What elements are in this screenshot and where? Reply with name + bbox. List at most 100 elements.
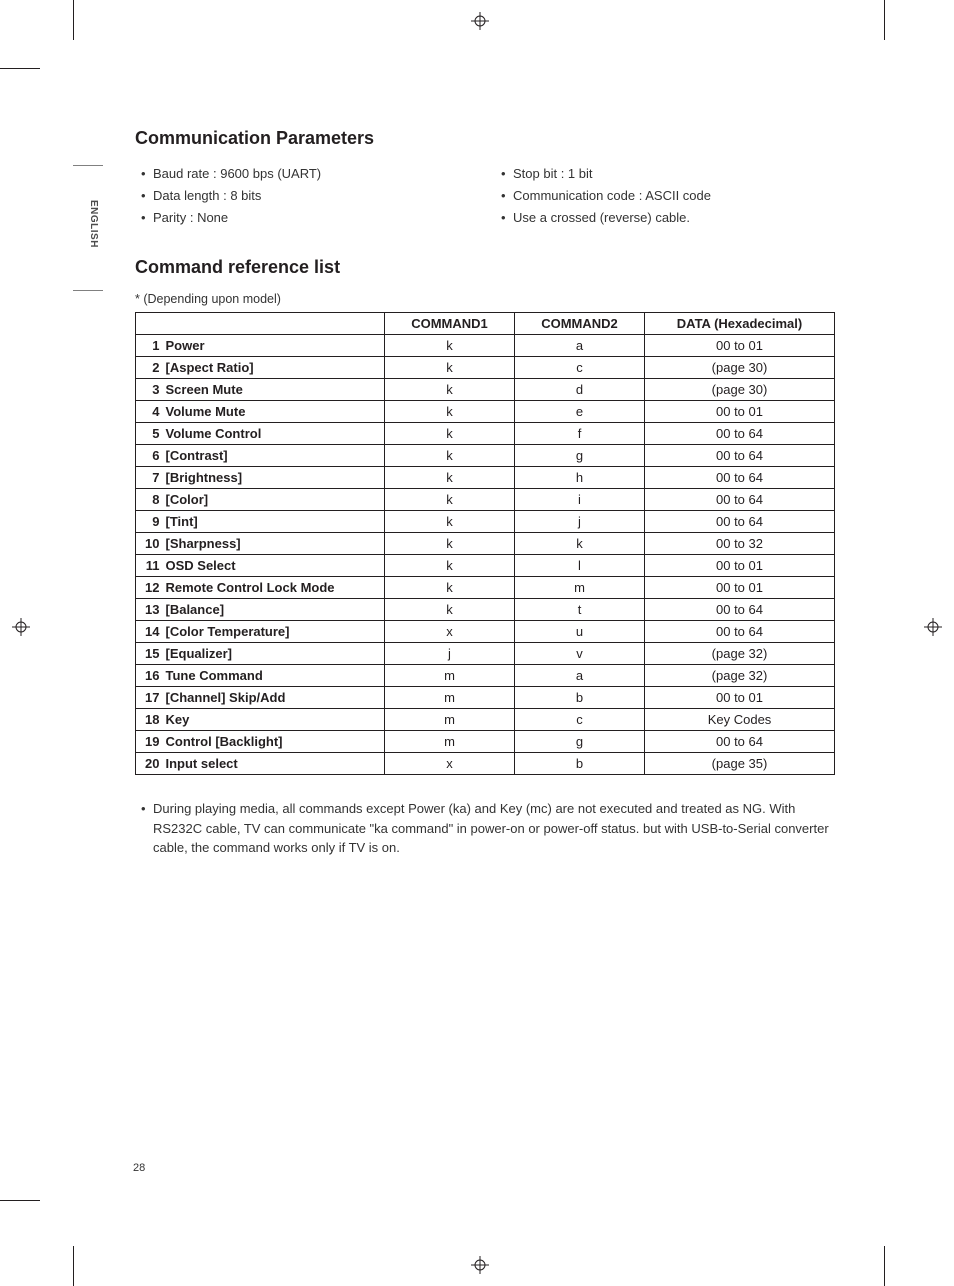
row-number: 17 [136, 687, 162, 709]
row-cmd1: k [385, 379, 515, 401]
page-number: 28 [133, 1162, 145, 1174]
row-number: 15 [136, 643, 162, 665]
registration-mark-top [471, 12, 489, 30]
row-name: [Color] [162, 489, 385, 511]
row-name: [Color Temperature] [162, 621, 385, 643]
row-number: 20 [136, 753, 162, 775]
row-data: 00 to 64 [645, 511, 835, 533]
row-number: 4 [136, 401, 162, 423]
table-row: 12Remote Control Lock Modekm00 to 01 [136, 577, 835, 599]
table-row: 15[Equalizer]jv(page 32) [136, 643, 835, 665]
row-number: 12 [136, 577, 162, 599]
row-data: (page 30) [645, 379, 835, 401]
language-tab: ENGLISH [88, 200, 99, 248]
registration-mark-left [12, 618, 30, 636]
row-number: 18 [136, 709, 162, 731]
row-cmd2: b [515, 753, 645, 775]
row-name: Power [162, 335, 385, 357]
section-title-comm-params: Communication Parameters [135, 128, 835, 149]
param-item: Parity : None [135, 207, 475, 229]
row-number: 16 [136, 665, 162, 687]
row-data: 00 to 64 [645, 599, 835, 621]
param-item: Stop bit : 1 bit [495, 163, 835, 185]
table-row: 7[Brightness]kh00 to 64 [136, 467, 835, 489]
row-cmd1: j [385, 643, 515, 665]
row-data: 00 to 64 [645, 423, 835, 445]
table-row: 8[Color]ki00 to 64 [136, 489, 835, 511]
row-cmd1: k [385, 511, 515, 533]
row-data: 00 to 64 [645, 467, 835, 489]
row-data: Key Codes [645, 709, 835, 731]
row-cmd1: k [385, 335, 515, 357]
row-data: 00 to 01 [645, 555, 835, 577]
row-name: [Brightness] [162, 467, 385, 489]
param-item: Data length : 8 bits [135, 185, 475, 207]
depending-note: * (Depending upon model) [135, 292, 835, 306]
row-number: 1 [136, 335, 162, 357]
row-cmd2: u [515, 621, 645, 643]
row-name: [Contrast] [162, 445, 385, 467]
table-row: 20Input selectxb(page 35) [136, 753, 835, 775]
table-row: 9[Tint]kj00 to 64 [136, 511, 835, 533]
comm-params-left: Baud rate : 9600 bps (UART) Data length … [135, 163, 475, 229]
row-cmd2: g [515, 731, 645, 753]
row-cmd2: d [515, 379, 645, 401]
row-cmd1: m [385, 687, 515, 709]
row-data: 00 to 01 [645, 687, 835, 709]
row-cmd1: k [385, 445, 515, 467]
row-data: 00 to 01 [645, 335, 835, 357]
row-name: OSD Select [162, 555, 385, 577]
row-cmd2: a [515, 335, 645, 357]
row-name: Volume Control [162, 423, 385, 445]
row-name: Remote Control Lock Mode [162, 577, 385, 599]
row-name: [Aspect Ratio] [162, 357, 385, 379]
row-cmd2: c [515, 357, 645, 379]
row-data: 00 to 64 [645, 621, 835, 643]
table-row: 14[Color Temperature]xu00 to 64 [136, 621, 835, 643]
row-cmd2: m [515, 577, 645, 599]
comm-params-columns: Baud rate : 9600 bps (UART) Data length … [135, 163, 835, 229]
row-cmd2: j [515, 511, 645, 533]
row-number: 6 [136, 445, 162, 467]
row-data: 00 to 64 [645, 489, 835, 511]
row-name: Screen Mute [162, 379, 385, 401]
row-number: 9 [136, 511, 162, 533]
row-name: [Channel] Skip/Add [162, 687, 385, 709]
row-number: 3 [136, 379, 162, 401]
row-cmd2: i [515, 489, 645, 511]
table-row: 16Tune Commandma(page 32) [136, 665, 835, 687]
row-cmd1: x [385, 621, 515, 643]
row-cmd2: h [515, 467, 645, 489]
row-number: 11 [136, 555, 162, 577]
row-cmd1: k [385, 577, 515, 599]
row-name: [Tint] [162, 511, 385, 533]
table-row: 6[Contrast]kg00 to 64 [136, 445, 835, 467]
row-name: [Balance] [162, 599, 385, 621]
row-number: 7 [136, 467, 162, 489]
row-cmd1: m [385, 731, 515, 753]
row-cmd1: m [385, 665, 515, 687]
row-data: 00 to 32 [645, 533, 835, 555]
row-number: 14 [136, 621, 162, 643]
row-number: 2 [136, 357, 162, 379]
table-header-blank [136, 313, 385, 335]
row-data: (page 32) [645, 643, 835, 665]
row-name: Input select [162, 753, 385, 775]
command-table: COMMAND1 COMMAND2 DATA (Hexadecimal) 1Po… [135, 312, 835, 775]
lang-tab-rule-bottom [73, 290, 103, 291]
row-data: (page 30) [645, 357, 835, 379]
row-data: (page 35) [645, 753, 835, 775]
row-data: 00 to 64 [645, 731, 835, 753]
section-title-cmd-ref: Command reference list [135, 257, 835, 278]
row-name: [Sharpness] [162, 533, 385, 555]
lang-tab-rule-top [73, 165, 103, 166]
table-row: 2[Aspect Ratio]kc(page 30) [136, 357, 835, 379]
param-item: Baud rate : 9600 bps (UART) [135, 163, 475, 185]
row-cmd2: t [515, 599, 645, 621]
row-cmd1: k [385, 357, 515, 379]
row-name: Control [Backlight] [162, 731, 385, 753]
crop-mark-top-right-v [884, 0, 885, 40]
table-row: 5Volume Controlkf00 to 64 [136, 423, 835, 445]
note-block: During playing media, all commands excep… [135, 799, 835, 858]
row-cmd1: k [385, 401, 515, 423]
